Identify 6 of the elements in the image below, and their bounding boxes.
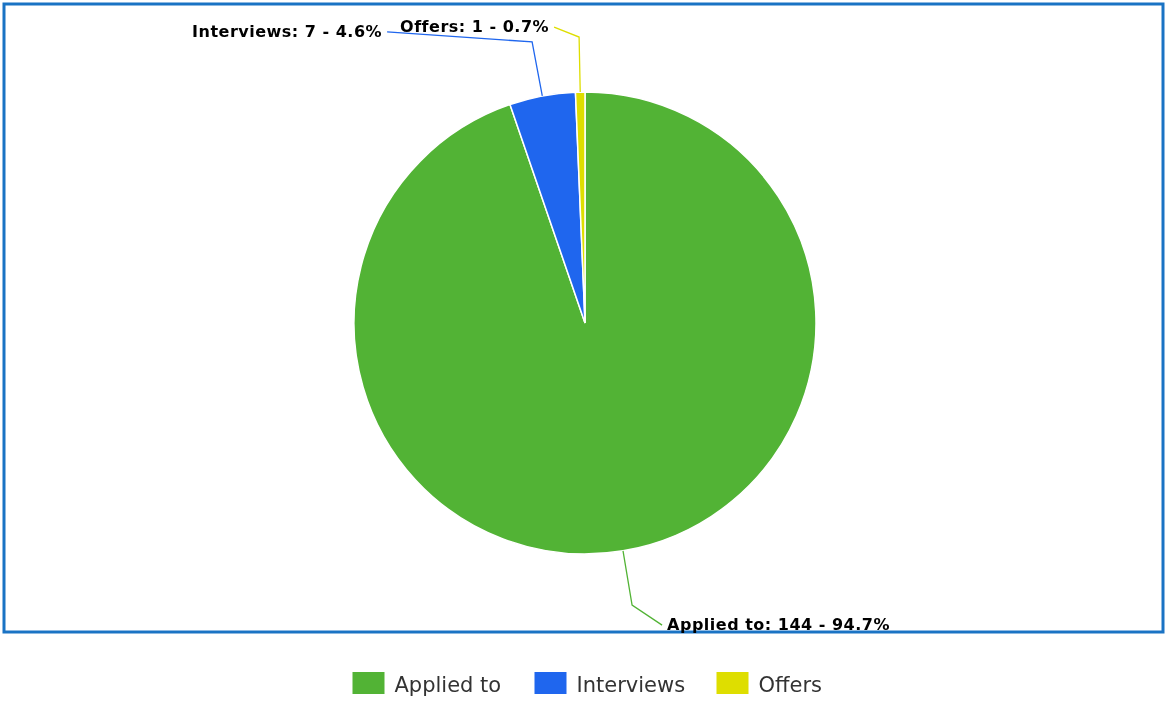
legend-label: Applied to [394,673,502,697]
data-label: Offers: 1 - 0.7% [400,17,550,37]
data-label: Applied to: 144 - 94.7% [667,615,891,635]
data-label: Interviews: 7 - 4.6% [192,21,383,41]
legend-label: Interviews [576,673,686,697]
legend-label: Offers [758,673,822,697]
